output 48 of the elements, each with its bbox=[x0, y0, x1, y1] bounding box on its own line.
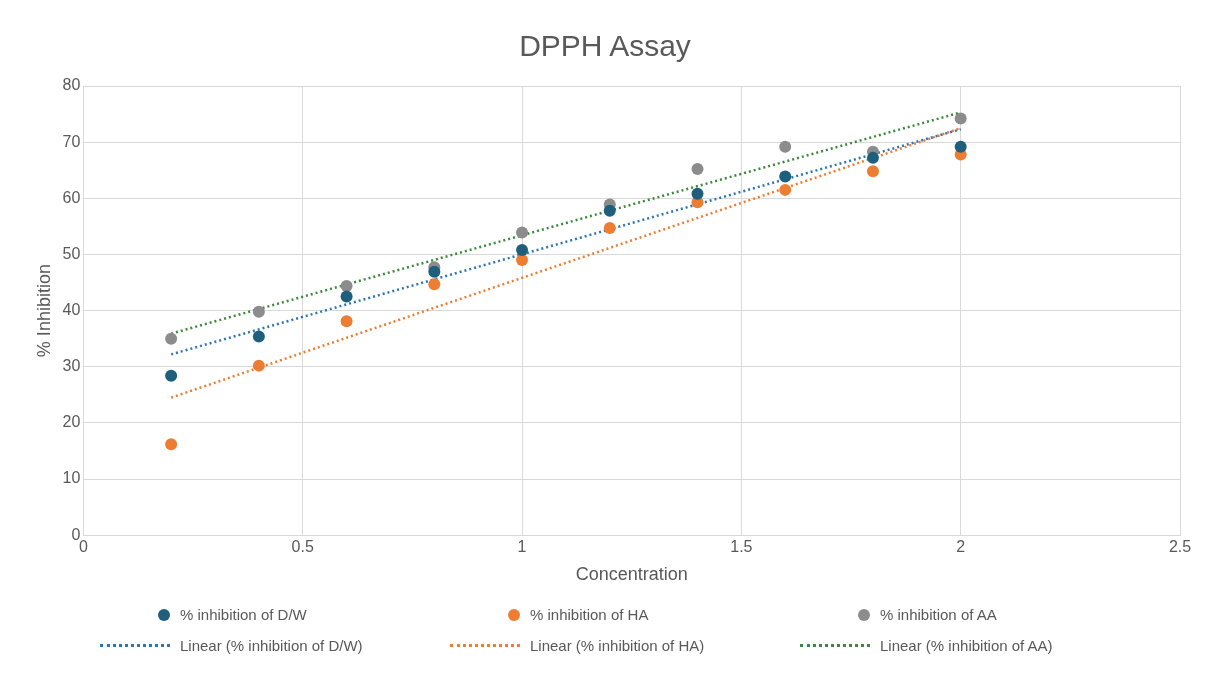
point bbox=[340, 290, 353, 303]
y-tick-label: 70 bbox=[62, 132, 81, 150]
point bbox=[779, 170, 792, 183]
point bbox=[603, 204, 616, 217]
point bbox=[954, 140, 967, 153]
x-tick-label: 1.5 bbox=[730, 538, 753, 556]
point bbox=[340, 315, 353, 328]
point bbox=[779, 140, 792, 153]
legend-label: Linear (% inhibition of AA) bbox=[880, 637, 1053, 654]
point bbox=[691, 163, 704, 176]
point bbox=[779, 183, 792, 196]
x-axis-title: Concentration bbox=[575, 564, 688, 585]
legend-label: % inhibition of HA bbox=[530, 606, 649, 623]
point bbox=[165, 369, 178, 382]
legend-label: Linear (% inhibition of HA) bbox=[530, 637, 705, 654]
x-tick-label: 2.5 bbox=[1168, 538, 1192, 556]
point bbox=[428, 265, 441, 278]
point bbox=[866, 165, 879, 178]
point bbox=[954, 112, 967, 125]
x-tick-label: 2 bbox=[956, 538, 966, 556]
y-tick-label: 20 bbox=[62, 413, 81, 431]
y-tick-label: 60 bbox=[62, 188, 81, 206]
point bbox=[516, 226, 529, 239]
y-tick-label: 30 bbox=[62, 357, 81, 375]
point bbox=[340, 279, 353, 292]
x-tick-label: 1 bbox=[517, 538, 527, 556]
chart-title: DPPH Assay bbox=[519, 29, 691, 63]
legend-label: % inhibition of D/W bbox=[180, 606, 307, 623]
y-tick-label: 10 bbox=[62, 469, 81, 487]
point bbox=[603, 222, 616, 235]
y-tick-label: 0 bbox=[71, 525, 81, 543]
point bbox=[252, 330, 265, 343]
legend-label: % inhibition of AA bbox=[880, 606, 997, 623]
point bbox=[165, 438, 178, 451]
legend-label: Linear (% inhibition of D/W) bbox=[180, 637, 363, 654]
y-tick-label: 40 bbox=[62, 301, 81, 319]
point bbox=[252, 359, 265, 372]
y-tick-label: 50 bbox=[62, 244, 81, 262]
point bbox=[866, 151, 879, 164]
x-tick-label: 0.5 bbox=[291, 538, 314, 556]
point bbox=[428, 278, 441, 291]
point bbox=[165, 332, 178, 345]
y-axis-title: % Inhibition bbox=[33, 264, 54, 358]
y-tick-label: 80 bbox=[62, 76, 81, 94]
point bbox=[691, 187, 704, 200]
point bbox=[252, 305, 265, 318]
point bbox=[516, 254, 529, 267]
point bbox=[516, 243, 529, 256]
